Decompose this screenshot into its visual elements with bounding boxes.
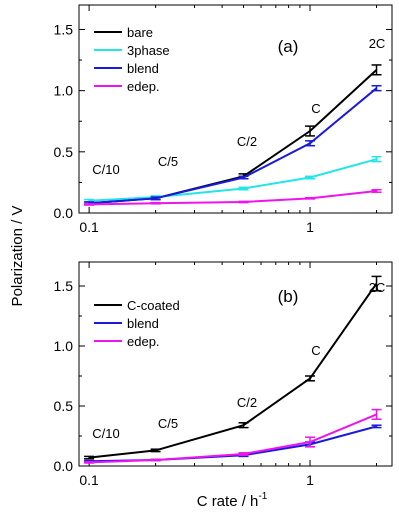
y-tick-label: 0.0 [54, 458, 74, 474]
y-tick-label: 1.5 [54, 21, 74, 37]
c-rate-label: 2C [369, 36, 386, 51]
x-tick-label: 1 [306, 219, 314, 235]
y-tick-label: 1.0 [54, 83, 74, 99]
y-axis-title: Polarization / V [9, 206, 26, 307]
c-rate-label: C/10 [92, 426, 119, 441]
legend-label: edep. [127, 334, 160, 349]
c-rate-label: C/5 [158, 154, 178, 169]
panel-label: (a) [278, 37, 299, 56]
c-rate-label: C/10 [92, 162, 119, 177]
c-rate-label: C/5 [158, 416, 178, 431]
c-rate-label: C [311, 343, 320, 358]
y-tick-label: 0.5 [54, 144, 74, 160]
legend-label: 3phase [127, 43, 170, 58]
plot-frame [78, 4, 393, 214]
legend-label: C-coated [127, 298, 180, 313]
c-rate-label: 2C [369, 280, 386, 295]
y-tick-label: 1.5 [54, 278, 74, 294]
x-tick-label: 1 [306, 472, 314, 488]
plot-frame [78, 261, 393, 467]
panel-a: 0.0 0.5 1.0 1.5 0.1 1 C/10 C/5 C/2 C 2C (a) bare 3pha… [54, 4, 393, 235]
c-rate-label: C [311, 101, 320, 116]
c-rate-label: C/2 [237, 134, 257, 149]
legend-label: blend [127, 316, 159, 331]
y-tick-label: 0.5 [54, 398, 74, 414]
c-rate-label: C/2 [237, 395, 257, 410]
x-axis-title: C rate / h-1 [197, 491, 268, 510]
legend-label: edep. [127, 79, 160, 94]
x-tick-label: 0.1 [79, 472, 99, 488]
panel-b: 0.0 0.5 1.0 1.5 0.1 1 C/10 C/5 C/2 C 2C (b) C-coated… [54, 261, 393, 488]
x-tick-label: 0.1 [79, 219, 99, 235]
panel-label: (b) [278, 287, 299, 306]
x-axis-title-main: C rate / h [197, 493, 259, 510]
x-axis-title-superscript: -1 [258, 491, 267, 502]
y-tick-label: 0.0 [54, 205, 74, 221]
legend-label: bare [127, 25, 153, 40]
y-tick-label: 1.0 [54, 338, 74, 354]
legend-label: blend [127, 61, 159, 76]
series-line-blend [89, 87, 378, 205]
